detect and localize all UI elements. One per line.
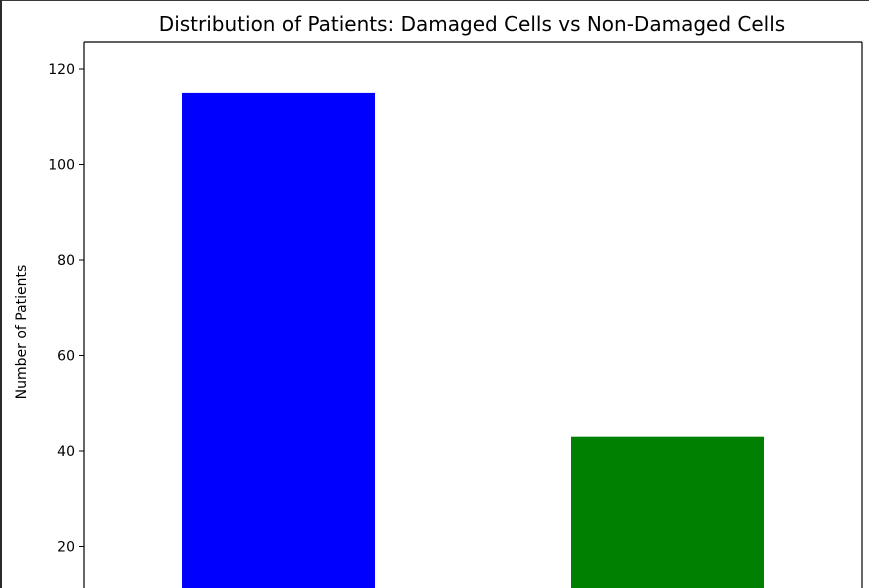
chart-title: Distribution of Patients: Damaged Cells … <box>159 12 785 36</box>
window-left-edge <box>0 0 2 588</box>
y-tick-label-60: 60 <box>57 349 75 365</box>
y-tick-label-20: 20 <box>57 540 75 556</box>
y-tick-label-100: 100 <box>48 158 75 174</box>
window-top-edge <box>0 0 869 1</box>
y-tick-label-120: 120 <box>48 62 75 78</box>
y-tick-label-40: 40 <box>57 444 75 460</box>
plot-area: 20 40 60 80 100 120 <box>48 41 863 588</box>
y-tick-label-80: 80 <box>57 253 75 269</box>
bar-1 <box>571 436 764 588</box>
bar-0 <box>182 92 375 588</box>
y-axis-label: Number of Patients <box>14 265 30 400</box>
